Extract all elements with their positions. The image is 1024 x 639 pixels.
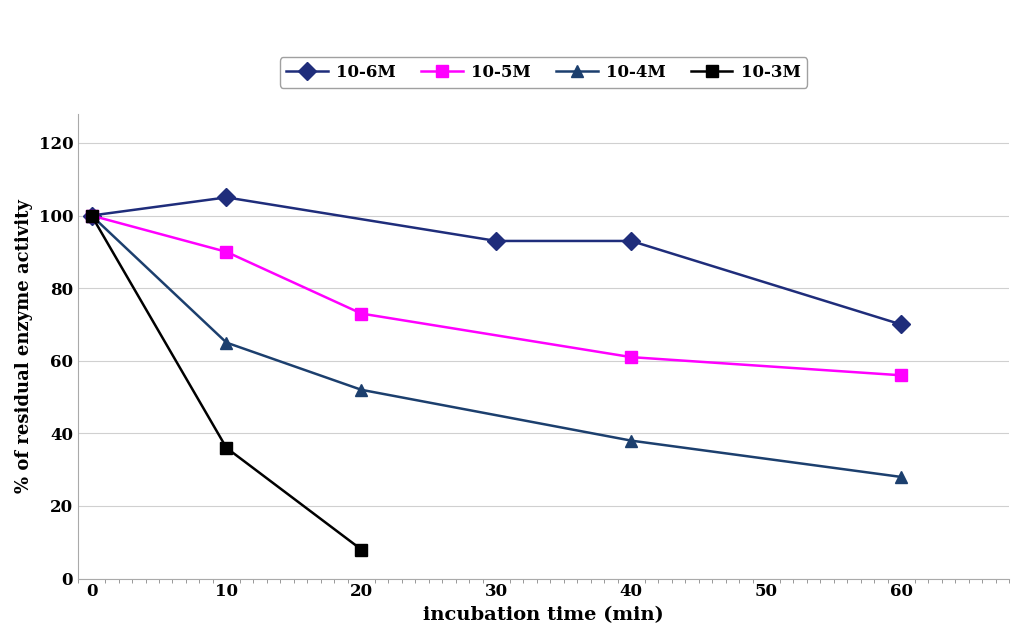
Line: 10-6M: 10-6M (85, 191, 907, 331)
10-4M (220, 339, 232, 346)
10-6M (85, 212, 97, 219)
10-5M (220, 248, 232, 256)
Legend: 10-6M, 10-5M, 10-4M, 10-3M: 10-6M, 10-5M, 10-4M, 10-3M (280, 57, 807, 88)
X-axis label: incubation time (min): incubation time (min) (423, 606, 664, 624)
10-3M (85, 212, 97, 219)
10-4M (895, 473, 907, 481)
Line: 10-5M: 10-5M (85, 210, 907, 381)
10-6M (490, 237, 503, 245)
10-5M (85, 212, 97, 219)
10-6M (625, 237, 637, 245)
10-3M (355, 546, 368, 553)
10-5M (625, 353, 637, 361)
10-4M (355, 386, 368, 394)
10-5M (895, 371, 907, 379)
10-5M (355, 310, 368, 318)
10-6M (895, 321, 907, 328)
10-6M (220, 194, 232, 201)
10-3M (220, 444, 232, 452)
Line: 10-3M: 10-3M (85, 210, 368, 556)
Y-axis label: % of residual enzyme activity: % of residual enzyme activity (15, 199, 33, 493)
10-4M (85, 212, 97, 219)
10-4M (625, 437, 637, 445)
Line: 10-4M: 10-4M (85, 210, 907, 483)
